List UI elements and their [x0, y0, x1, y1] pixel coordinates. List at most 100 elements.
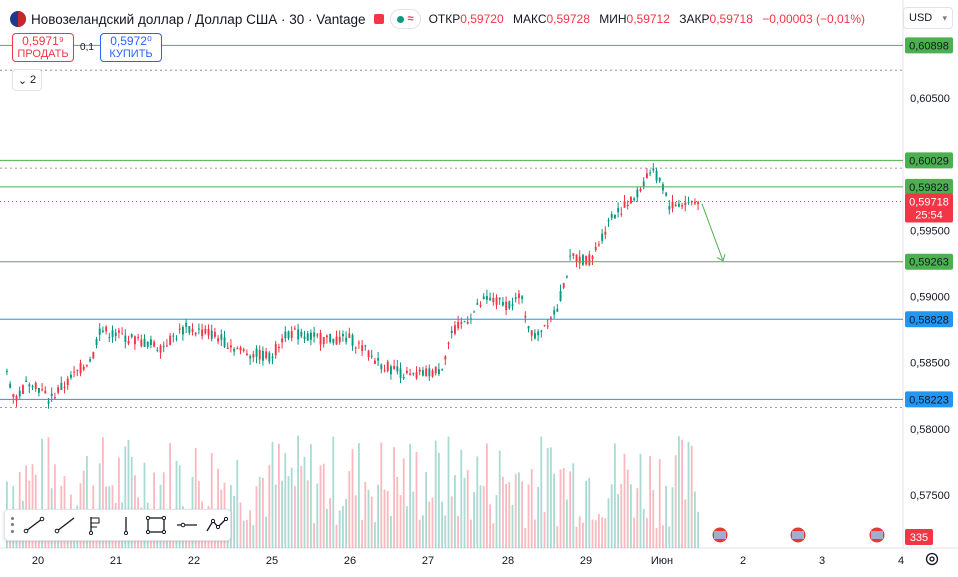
- symbol-title[interactable]: Новозеландский доллар / Доллар США · 30 …: [31, 11, 366, 27]
- price-tick-label: 0,58500: [910, 358, 950, 370]
- volume-bar: [364, 481, 367, 548]
- drag-handle-icon[interactable]: [8, 515, 17, 535]
- drawing-toolbar: [4, 509, 231, 541]
- candle-body: [137, 337, 140, 339]
- volume-bar: [249, 510, 251, 548]
- candle-body: [214, 332, 216, 337]
- level-label-bg: [905, 311, 953, 328]
- candle-body: [217, 338, 220, 342]
- volume-bar: [505, 484, 507, 548]
- volume-bar: [54, 464, 56, 548]
- volume-bar: [594, 520, 597, 548]
- volume-bar: [457, 516, 459, 548]
- candle-body: [220, 334, 223, 340]
- gear-icon[interactable]: [924, 551, 940, 567]
- candle-body: [466, 322, 469, 324]
- sell-price: 0,5971⁹: [22, 33, 64, 48]
- volume-bar: [217, 468, 219, 548]
- rectangle-icon[interactable]: [144, 512, 170, 538]
- currency-select[interactable]: USD ▾: [903, 7, 953, 29]
- candle-body: [153, 341, 156, 347]
- volume-bar: [41, 438, 43, 548]
- market-status-badge[interactable]: ≈: [389, 9, 421, 29]
- time-tick-label: Июн: [651, 555, 673, 567]
- candle-body: [671, 201, 674, 209]
- cursor-icon[interactable]: [113, 512, 139, 538]
- candle-body: [47, 401, 50, 404]
- price-tick-label: 0,59500: [910, 225, 950, 237]
- chevron-down-icon: ▾: [942, 12, 947, 23]
- volume-bar: [406, 506, 408, 548]
- fib-icon[interactable]: [83, 512, 109, 538]
- candle-body: [630, 196, 632, 204]
- candle-body: [598, 244, 600, 246]
- volume-bar: [569, 471, 571, 548]
- volume-bar: [86, 455, 88, 548]
- candle-body: [377, 357, 380, 361]
- volume-bar: [399, 495, 402, 548]
- buy-button[interactable]: 0,5972⁰ КУПИТЬ: [100, 33, 162, 62]
- volume-bar: [278, 443, 280, 548]
- candle-body: [457, 322, 460, 329]
- volume-bar: [562, 468, 565, 548]
- candle-body: [444, 356, 447, 360]
- volume-bar: [380, 442, 383, 548]
- candle-body: [406, 370, 408, 373]
- volume-bar: [25, 465, 27, 548]
- volume-bar: [671, 487, 674, 548]
- volume-bar: [607, 498, 610, 548]
- volume-bar: [210, 452, 213, 548]
- volume-bar: [546, 448, 549, 548]
- candle-body: [262, 351, 264, 361]
- candle-body: [326, 335, 328, 338]
- volume-bar: [284, 453, 287, 548]
- currency-flag-icon: [10, 11, 26, 27]
- time-tick-label: 3: [819, 555, 825, 567]
- indicators-toggle-button[interactable]: ⌄ 2: [12, 69, 42, 91]
- candle-body: [668, 206, 671, 210]
- candle-body: [166, 345, 168, 347]
- candle-body: [492, 297, 495, 303]
- volume-bar: [470, 519, 472, 548]
- candle-body: [50, 393, 53, 396]
- candle-body: [118, 330, 120, 333]
- candle-body: [236, 348, 239, 350]
- candle-body: [31, 386, 34, 388]
- candle-body: [562, 283, 565, 288]
- candle-body: [108, 337, 111, 339]
- path-icon[interactable]: [205, 512, 231, 538]
- candle-body: [172, 335, 175, 337]
- candle-body: [521, 296, 524, 300]
- horizontal-line-icon[interactable]: [174, 512, 200, 538]
- candle-body: [486, 296, 488, 300]
- candle-body: [585, 255, 588, 265]
- candle-body: [473, 311, 476, 313]
- candle-body: [297, 329, 300, 340]
- candle-body: [412, 373, 415, 375]
- candle-body: [12, 393, 15, 398]
- candle-body: [572, 253, 575, 256]
- volume-bar: [374, 522, 376, 548]
- candle-body: [438, 369, 440, 374]
- candle-body: [614, 214, 616, 219]
- trend-line-icon[interactable]: [22, 512, 48, 538]
- candle-body: [287, 331, 290, 339]
- candle-body: [460, 322, 463, 324]
- candle-body: [617, 207, 620, 213]
- close-value: 0,59718: [709, 12, 753, 26]
- sell-button[interactable]: 0,5971⁹ ПРОДАТЬ: [12, 33, 74, 62]
- volume-bar: [329, 498, 331, 548]
- candle-body: [319, 333, 322, 345]
- ray-icon[interactable]: [52, 512, 78, 538]
- candle-body: [226, 347, 229, 349]
- volume-bar: [409, 443, 411, 548]
- candle-body: [454, 325, 456, 334]
- volume-bar: [444, 515, 447, 548]
- candle-body: [425, 368, 428, 377]
- candle-body: [358, 342, 360, 344]
- time-tick-label: 22: [188, 555, 200, 567]
- volume-bar: [681, 439, 683, 548]
- volume-bar: [252, 525, 255, 548]
